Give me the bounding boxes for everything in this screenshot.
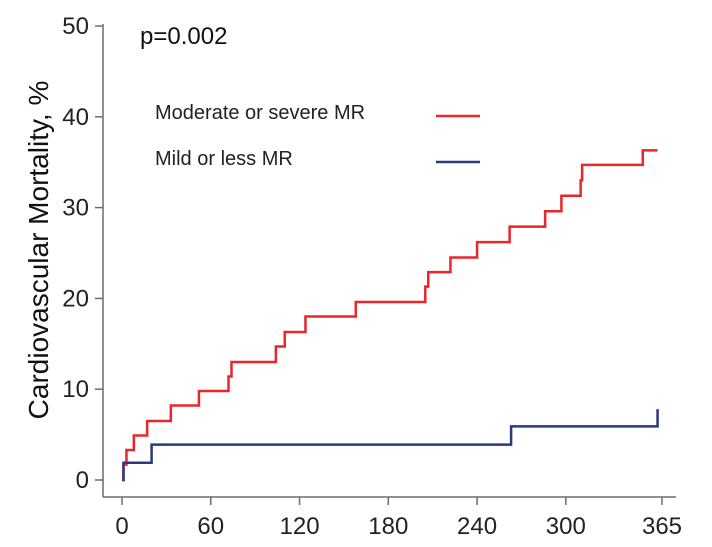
x-tick-label: 120 [280,513,320,540]
y-tick-label: 0 [76,467,89,494]
series-layer [122,149,659,482]
y-axis-title: Cardiovascular Mortality, % [23,81,54,420]
y-tick-label: 10 [62,376,89,403]
series-line-0 [122,149,658,482]
x-tick-label: 240 [457,513,497,540]
y-tick-label: 30 [62,195,89,222]
x-tick-label: 300 [546,513,586,540]
p-value-annotation: p=0.002 [140,23,227,50]
y-tick-label: 50 [62,13,89,40]
y-tick-label: 20 [62,285,89,312]
x-tick-label: 0 [115,513,128,540]
x-tick-label: 180 [368,513,408,540]
legend: Moderate or severe MR Mild or less MR [155,102,480,170]
y-tick-label: 40 [62,104,89,131]
legend-label: Moderate or severe MR [155,102,365,124]
legend-label: Mild or less MR [155,148,293,170]
series-line-1 [122,409,659,482]
x-tick-label: 60 [197,513,224,540]
x-tick-label: 365 [642,513,682,540]
axes: 0 10 20 30 40 50 0 60 120 180 240 300 365 [62,13,682,540]
